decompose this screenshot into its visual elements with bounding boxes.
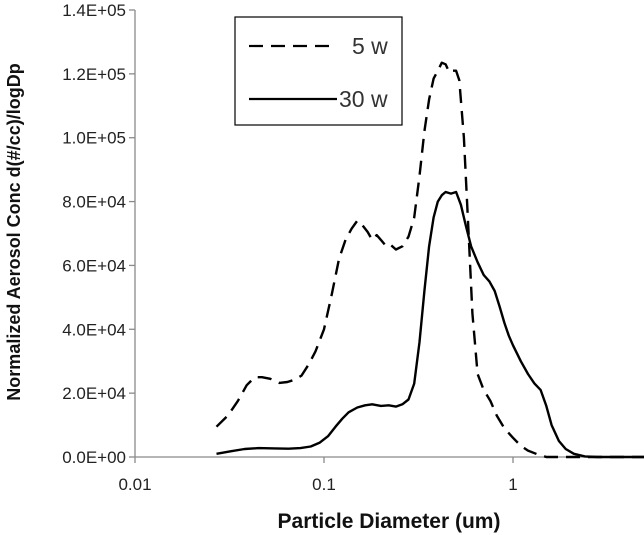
legend: 5 w 30 w [234,16,403,126]
y-tick-label: 4.0E+04 [62,320,126,339]
y-tick-label: 0.0E+00 [62,448,126,467]
y-axis-title: Normalized Aerosol Conc d(#/cc)/logDp [4,63,24,400]
y-tick-label: 2.0E+04 [62,384,126,403]
x-tick-label: 1 [508,475,517,494]
series-line-5w [215,61,644,459]
y-tick-label: 1.2E+05 [62,65,126,84]
x-tick-label: 0.01 [118,475,151,494]
x-tick-label: 0.1 [312,475,336,494]
y-tick-label: 8.0E+04 [62,193,126,212]
legend-label-30w: 30 w [339,86,388,112]
y-tick-label: 1.0E+05 [62,129,126,148]
legend-box [234,16,403,126]
y-tick-label: 6.0E+04 [62,256,126,275]
series-group [215,61,644,459]
x-tick-group: 0.01 0.1 1 [118,457,518,494]
series-line-30w [216,190,644,459]
x-axis-title: Particle Diameter (um) [278,510,501,533]
y-tick-label: 1.4E+05 [62,1,126,20]
legend-label-5w: 5 w [352,33,388,59]
y-tick-group: 0.0E+00 2.0E+04 4.0E+04 6.0E+04 8.0E+04 1.0E+… [62,1,135,467]
